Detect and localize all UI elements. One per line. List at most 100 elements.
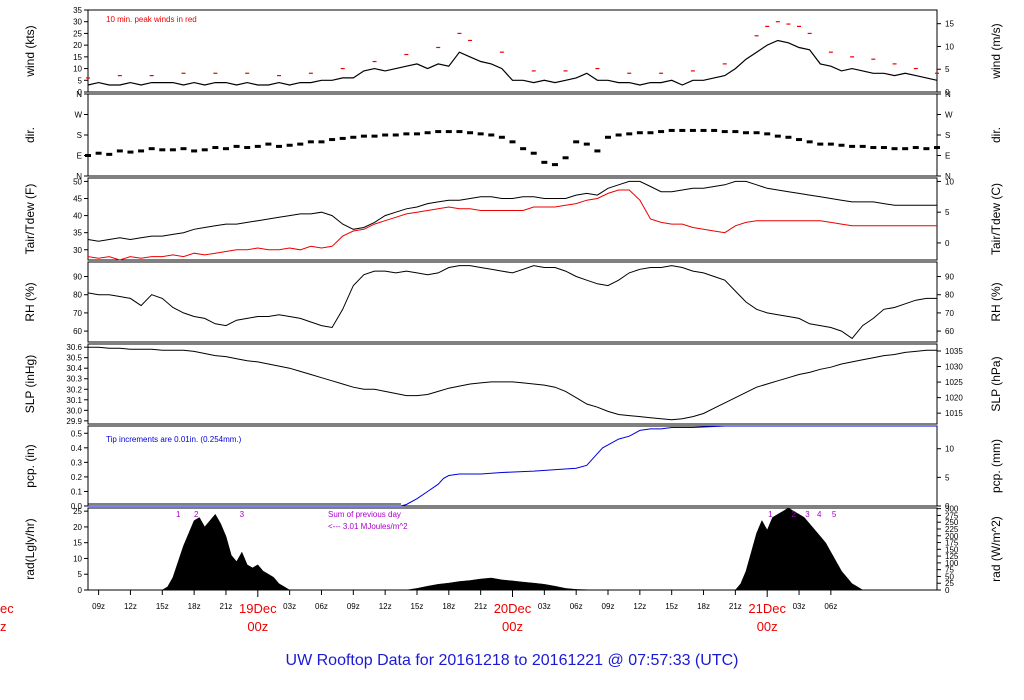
slp-ytick-label: 30.4: [66, 364, 82, 373]
temp-ylabel-right: Tair/Tdew (C): [989, 183, 1003, 255]
x-tick-label: 18z: [188, 602, 201, 611]
temp-ytick-right-label: 0: [945, 239, 950, 248]
x-day-label: 20Dec: [494, 601, 532, 616]
slp-ytick-label: 30.0: [66, 406, 82, 415]
dir-ytick-label: W: [74, 111, 82, 120]
rad-marker: 1: [176, 510, 181, 519]
x-day-time-label: 00z: [757, 619, 778, 634]
dir-ytick-right-label: N: [945, 90, 951, 99]
slp-frame: [87, 343, 938, 425]
rad-ytick-right-label: 300: [945, 505, 959, 514]
x-tick-label: 18z: [697, 602, 710, 611]
wind-speed-line: [87, 39, 938, 86]
slp-ytick-label: 30.2: [66, 385, 82, 394]
rh-frame: [87, 261, 938, 343]
x-tick-label: 12z: [633, 602, 646, 611]
pcp-ytick-label: 0.4: [71, 444, 83, 453]
slp-ytick-label: 29.9: [66, 417, 82, 426]
slp-ylabel-right: SLP (hPa): [989, 356, 1003, 411]
pcp-ylabel-right: pcp. (mm): [989, 439, 1003, 493]
pcp-ytick-label: 0.1: [71, 487, 83, 496]
x-tick-label: 21z: [220, 602, 233, 611]
rh-ytick-label: 90: [73, 273, 82, 282]
dir-frame: [87, 93, 938, 177]
rad-ytick-right-label: 250: [945, 518, 959, 527]
slp-ytick-label: 30.3: [66, 375, 82, 384]
dir-ytick-label: E: [77, 152, 82, 161]
rad-ytick-label: 10: [73, 554, 82, 563]
pcp-ytick-label: 0.0: [71, 502, 83, 511]
x-tick-label: 06z: [315, 602, 328, 611]
dir-ytick-label: S: [77, 131, 82, 140]
rad-ytick-right-label: 25: [945, 579, 954, 588]
rad-ytick-right-label: 150: [945, 545, 959, 554]
x-tick-label: 06z: [824, 602, 837, 611]
wind-frame: [87, 9, 938, 93]
slp-ylabel: SLP (inHg): [23, 355, 37, 413]
rad-ytick-label: 15: [73, 539, 82, 548]
rad-marker: 2: [792, 510, 797, 519]
wind-ylabel: wind (kts): [23, 25, 37, 77]
rh-ytick-right-label: 70: [945, 309, 954, 318]
temp-ytick-label: 35: [73, 229, 82, 238]
x-tick-label: 09z: [92, 602, 105, 611]
wind-ytick-label: 30: [73, 18, 82, 27]
temp-frame: [87, 177, 938, 261]
dir-ytick-right-label: W: [945, 111, 953, 120]
tair-line: [87, 180, 937, 242]
pcp-ylabel: pcp. (in): [23, 444, 37, 487]
rad-ytick-right-label: 225: [945, 525, 959, 534]
slp-ytick-right-label: 1015: [945, 409, 963, 418]
x-tick-label: 12z: [379, 602, 392, 611]
rad-ytick-label: 25: [73, 507, 82, 516]
rad-ytick-label: 0: [78, 586, 83, 595]
rad-ytick-right-label: 175: [945, 539, 959, 548]
x-tick-label: 09z: [602, 602, 615, 611]
rh-ylabel: RH (%): [23, 282, 37, 321]
rad-marker: 5: [832, 510, 837, 519]
temp-ytick-label: 45: [73, 195, 82, 204]
rh-ylabel-right: RH (%): [989, 282, 1003, 321]
dir-ytick-label: N: [76, 172, 82, 181]
pcp-frame: [87, 425, 938, 507]
rad-annotation-2: <--- 3.01 MJoules/m^2: [328, 522, 408, 531]
pcp-ytick-label: 0.3: [71, 458, 83, 467]
rad-marker: 2: [194, 510, 199, 519]
rad-ytick-label: 20: [73, 523, 82, 532]
slp-ytick-label: 30.1: [66, 396, 82, 405]
pcp-ytick-right-label: 5: [945, 473, 950, 482]
dir-ytick-right-label: E: [945, 152, 950, 161]
rh-ytick-label: 80: [73, 291, 82, 300]
dir-ytick-label: N: [76, 90, 82, 99]
x-tick-label: 03z: [538, 602, 551, 611]
wind-ytick-right-label: 5: [945, 65, 950, 74]
temp-ytick-label: 30: [73, 246, 82, 255]
x-tick-label: 03z: [793, 602, 806, 611]
x-day-label: 19Dec: [239, 601, 277, 616]
wind-ytick-right-label: 10: [945, 42, 954, 51]
rad-marker: 4: [817, 510, 822, 519]
x-tick-label: 15z: [411, 602, 424, 611]
pcp-ytick-label: 0.5: [71, 429, 83, 438]
pcp-line: [88, 425, 937, 507]
pcp-ytick-label: 0.2: [71, 473, 83, 482]
dir-ylabel: dir.: [23, 127, 37, 143]
slp-ytick-right-label: 1025: [945, 378, 963, 387]
wind-ytick-label: 35: [73, 6, 82, 15]
x-tick-label: 06z: [570, 602, 583, 611]
rh-ytick-right-label: 80: [945, 291, 954, 300]
slp-ytick-right-label: 1030: [945, 363, 963, 372]
wind-ytick-label: 20: [73, 41, 82, 50]
wind-annotation: 10 min. peak winds in red: [106, 15, 197, 24]
rad-ytick-right-label: 100: [945, 559, 959, 568]
x-tick-label: 21z: [474, 602, 487, 611]
wind-ytick-right-label: 15: [945, 20, 954, 29]
wind-ytick-label: 0: [78, 88, 83, 97]
wind-ytick-label: 10: [73, 65, 82, 74]
dir-ytick-right-label: N: [945, 172, 951, 181]
wind-ytick-label: 5: [78, 76, 83, 85]
x-tick-label: 12z: [124, 602, 137, 611]
pcp-ytick-right-label: 0: [945, 502, 950, 511]
rad-annotation: Sum of previous day: [328, 510, 401, 519]
